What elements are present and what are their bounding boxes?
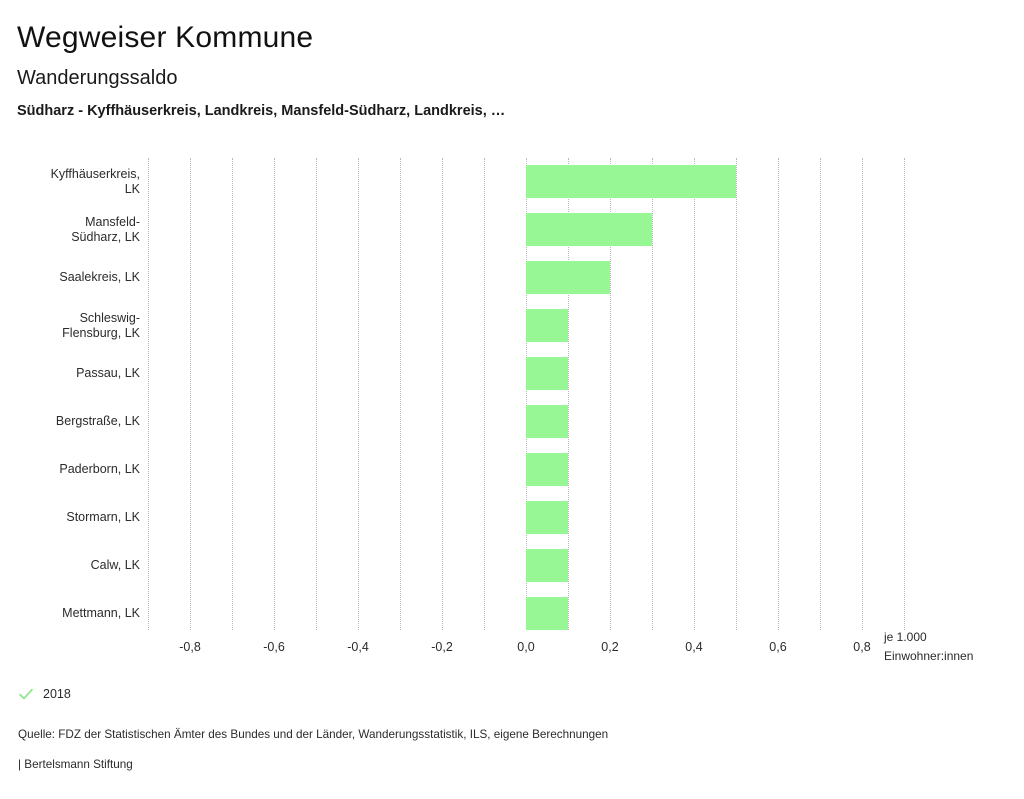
x-axis-tick-label: 0,8	[853, 640, 871, 654]
gridline	[568, 158, 569, 630]
y-axis-label: Saalekreis, LK	[59, 270, 140, 284]
gridlines	[148, 158, 905, 640]
gridline	[274, 158, 275, 630]
y-axis-label: Stormarn, LK	[66, 510, 140, 524]
x-axis-tick-label: -0,6	[263, 640, 285, 654]
source-text: Quelle: FDZ der Statistischen Ämter des …	[18, 728, 609, 741]
gridline	[232, 158, 233, 630]
bar-row	[148, 206, 904, 254]
gridline	[526, 158, 527, 630]
bar[interactable]	[526, 357, 568, 390]
x-axis-tick-label: 0,0	[517, 640, 535, 654]
y-axis-labels: Kyffhäuserkreis, LK Mansfeld- Südharz, LK…	[0, 158, 140, 630]
x-axis-unit-label: je 1.000 Einwohner:innen	[884, 630, 974, 663]
gridline	[316, 158, 317, 630]
bar-row	[148, 350, 904, 398]
bar[interactable]	[526, 165, 736, 198]
gridline	[358, 158, 359, 630]
chart-canvas: Kyffhäuserkreis, LK Mansfeld- Südharz, LK…	[0, 150, 1024, 654]
chart-header: Wegweiser Kommune Wanderungssaldo Südhar…	[17, 0, 1007, 120]
page-title: Wegweiser Kommune	[17, 21, 314, 54]
chart-subtitle: Südharz - Kyffhäuserkreis, Landkreis, Ma…	[17, 103, 506, 119]
bar[interactable]	[526, 549, 568, 582]
gridline	[820, 158, 821, 630]
bar[interactable]	[526, 309, 568, 342]
bar[interactable]	[526, 453, 568, 486]
gridline	[190, 158, 191, 630]
legend: 2018	[18, 686, 71, 702]
bar-row	[148, 302, 904, 350]
gridline	[148, 158, 149, 630]
bar-row	[148, 494, 904, 542]
y-axis-label: Mansfeld- Südharz, LK	[71, 214, 140, 244]
bar-row	[148, 590, 904, 638]
gridline	[694, 158, 695, 630]
gridline	[736, 158, 737, 630]
bar-row	[148, 446, 904, 494]
x-axis-tick-label: -0,4	[347, 640, 369, 654]
y-axis-label: Passau, LK	[76, 366, 140, 380]
y-axis-label: Paderborn, LK	[59, 462, 140, 476]
x-axis-tick-label: 0,4	[685, 640, 703, 654]
x-axis-tick-label: 0,6	[769, 640, 787, 654]
bar-series	[148, 158, 904, 630]
gridline	[652, 158, 653, 630]
publisher-text: | Bertelsmann Stiftung	[18, 758, 133, 771]
legend-item-label[interactable]: 2018	[43, 687, 71, 701]
gridline	[442, 158, 443, 630]
gridline	[484, 158, 485, 630]
gridline	[904, 158, 905, 630]
gridline	[400, 158, 401, 630]
bar[interactable]	[526, 405, 568, 438]
bar-row	[148, 542, 904, 590]
x-axis-tick-label: 0,2	[601, 640, 619, 654]
bar[interactable]	[526, 261, 610, 294]
gridline	[778, 158, 779, 630]
bar[interactable]	[526, 597, 568, 630]
bar-row	[148, 398, 904, 446]
bar-row	[148, 254, 904, 302]
gridline	[610, 158, 611, 630]
gridline	[862, 158, 863, 630]
y-axis-label: Mettmann, LK	[62, 606, 140, 620]
bar[interactable]	[526, 213, 652, 246]
x-axis-ticks: -0,8 -0,6 -0,4 -0,2 0,0 0,2 0,4 0,6 0,8	[148, 640, 904, 670]
check-icon[interactable]	[18, 686, 34, 702]
bar-row	[148, 158, 904, 206]
x-axis-tick-label: -0,2	[431, 640, 453, 654]
y-axis-label: Kyffhäuserkreis, LK	[50, 166, 140, 196]
bar[interactable]	[526, 501, 568, 534]
chart-footer: Quelle: FDZ der Statistischen Ämter des …	[18, 727, 998, 787]
y-axis-label: Calw, LK	[90, 558, 140, 572]
y-axis-label: Schleswig- Flensburg, LK	[62, 310, 140, 340]
plot-area	[148, 158, 905, 640]
chart-title: Wanderungssaldo	[17, 67, 178, 89]
y-axis-label: Bergstraße, LK	[55, 414, 140, 428]
x-axis-tick-label: -0,8	[179, 640, 201, 654]
